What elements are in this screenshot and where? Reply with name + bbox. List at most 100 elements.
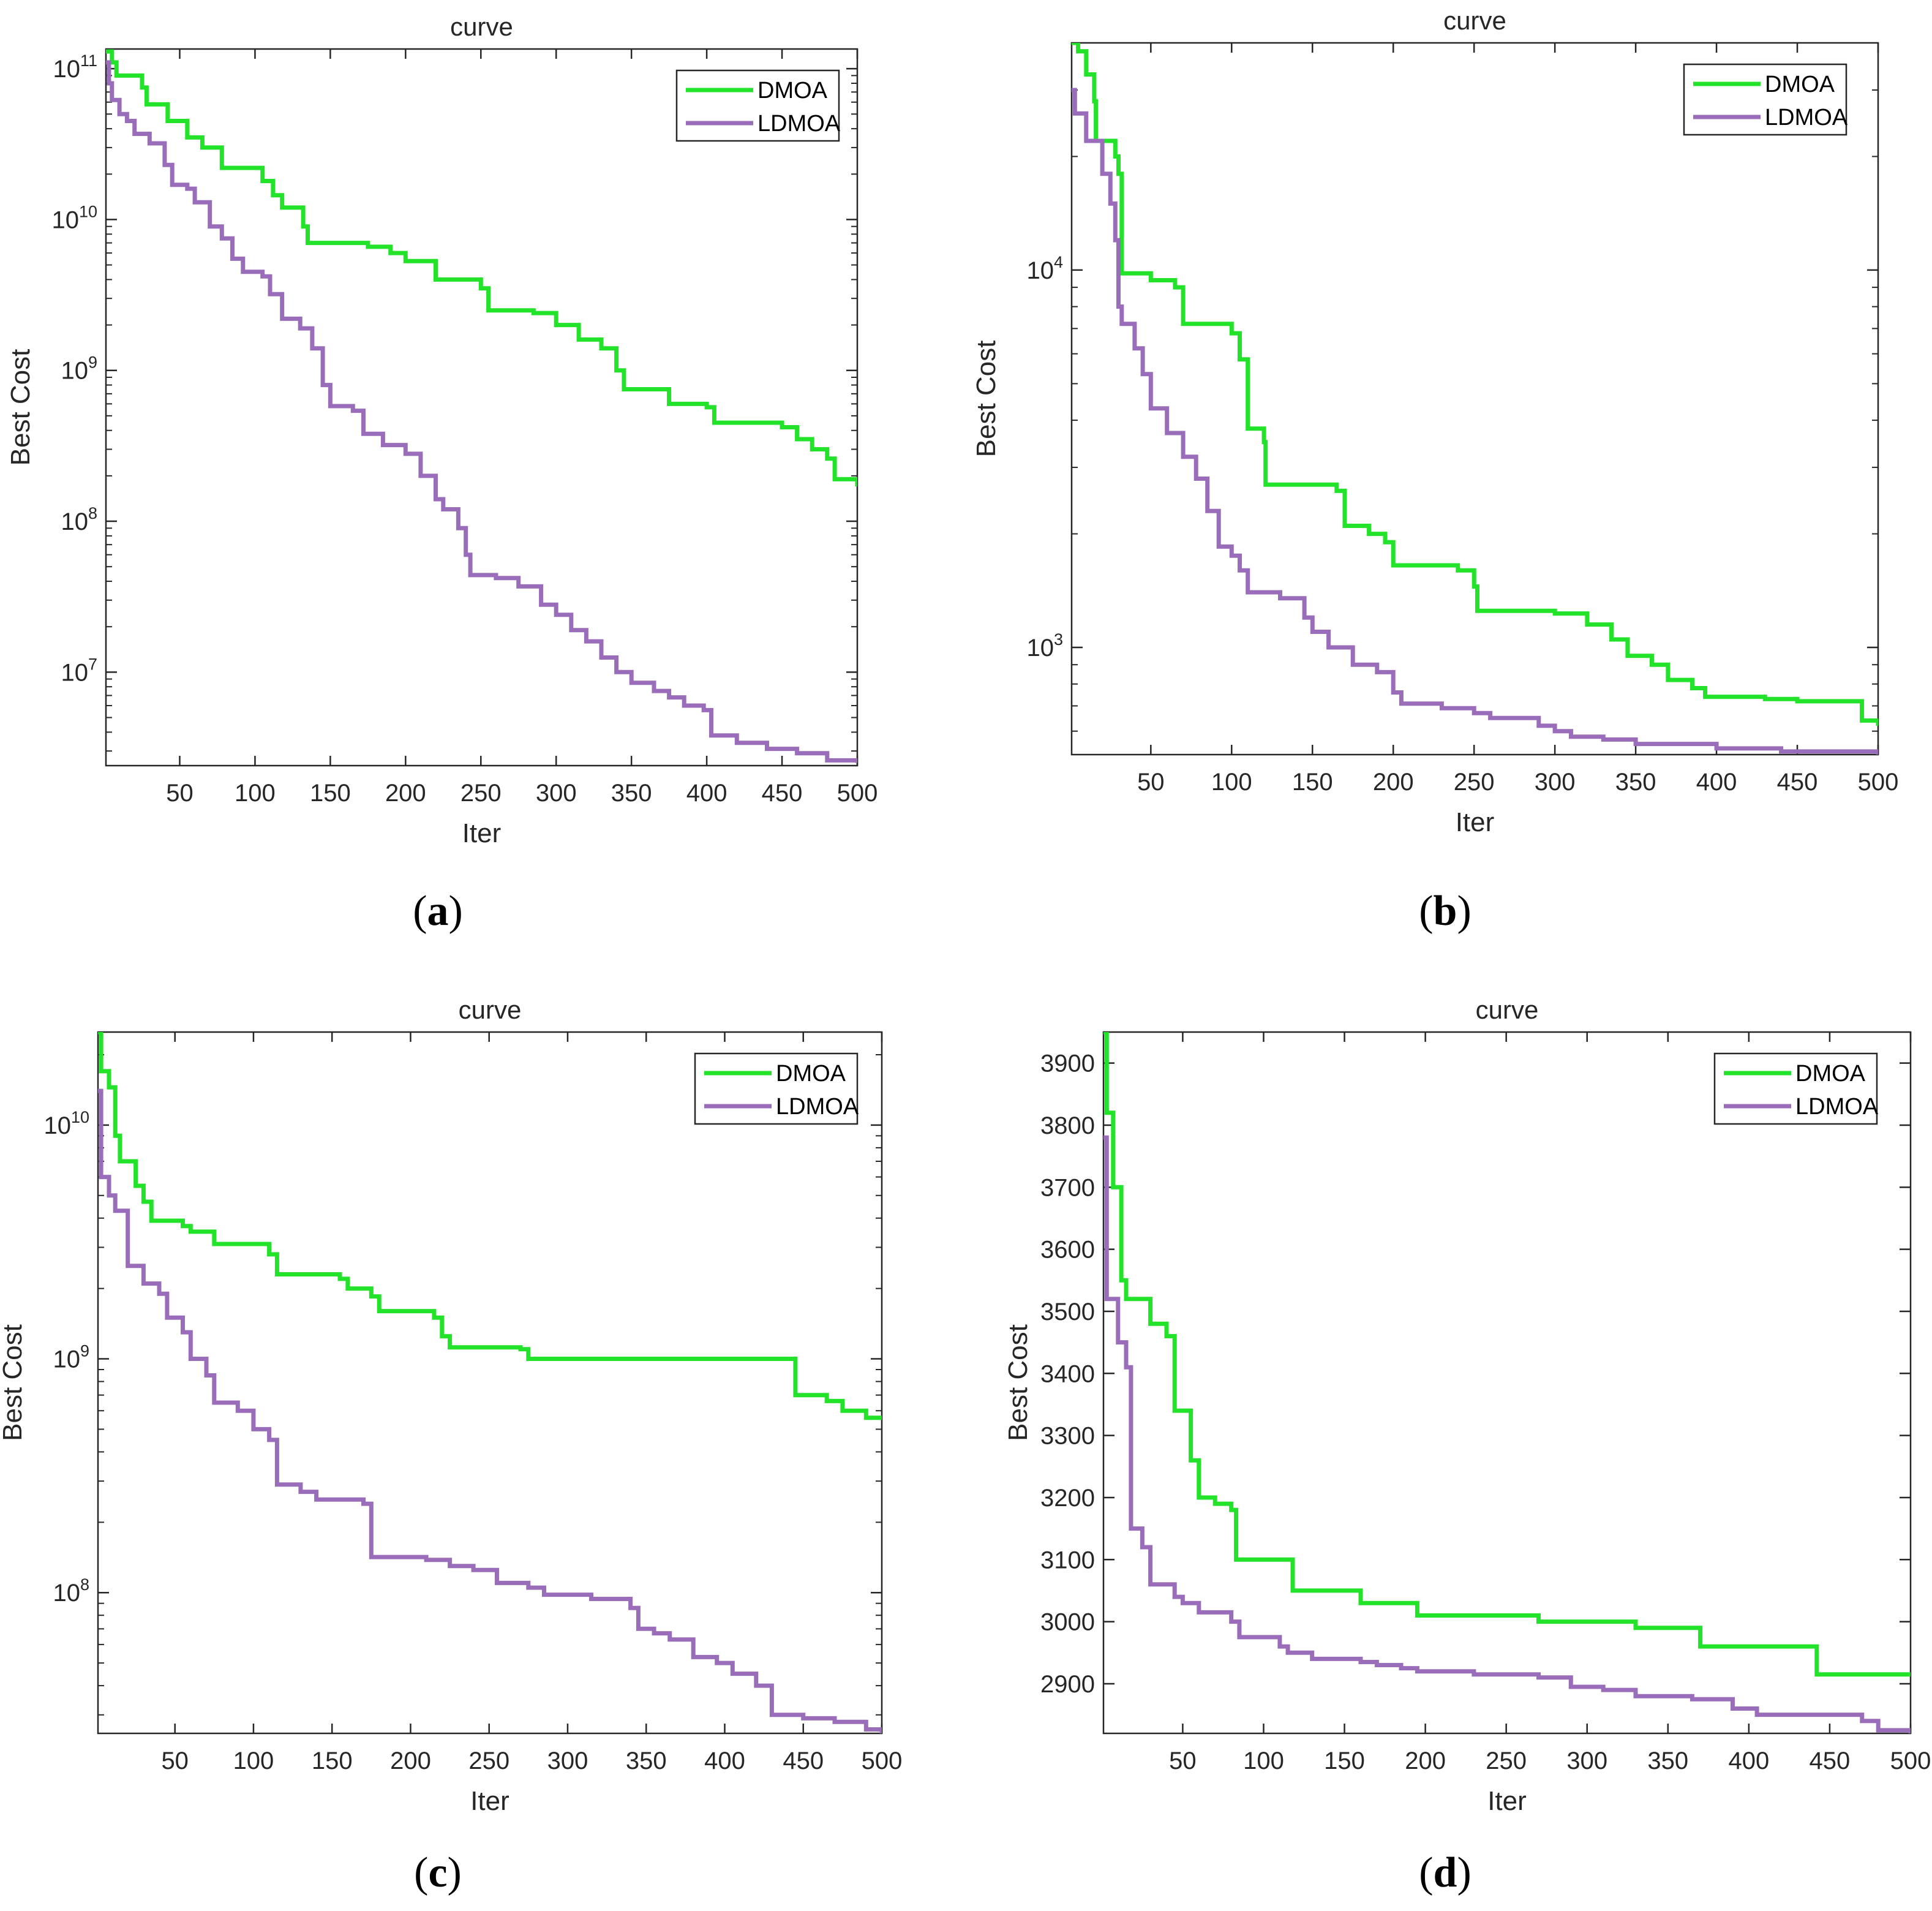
- x-tick-label: 250: [1486, 1747, 1527, 1774]
- y-tick-label: 3900: [1040, 1050, 1095, 1077]
- legend-label-ldmoa: LDMOA: [1795, 1094, 1879, 1120]
- series-line-dmoa: [1072, 43, 1878, 726]
- y-axis-label: Best Cost: [6, 349, 36, 466]
- legend-box: [1683, 63, 1847, 136]
- x-tick-label: 200: [385, 780, 426, 807]
- y-tick-label: 2900: [1040, 1671, 1095, 1698]
- y-tick-label: 3600: [1040, 1237, 1095, 1264]
- chart-title: curve: [1443, 6, 1506, 35]
- x-tick-label: 250: [460, 780, 502, 807]
- panel-caption: (a): [413, 888, 463, 935]
- x-tick-label: 350: [611, 780, 652, 807]
- x-tick-label: 500: [1890, 1747, 1931, 1774]
- y-tick-label: 109: [61, 353, 97, 385]
- series-line-ldmoa: [1103, 1135, 1911, 1733]
- plot-area: [1070, 42, 1879, 756]
- y-tick-label: 104: [1026, 253, 1063, 284]
- y-tick-label: 3000: [1040, 1609, 1095, 1636]
- x-tick-label: 50: [1169, 1747, 1197, 1774]
- y-tick-label: 108: [61, 504, 97, 535]
- panel-caption: (c): [414, 1849, 462, 1896]
- x-tick-label: 400: [686, 780, 727, 807]
- x-tick-label: 300: [536, 780, 577, 807]
- y-tick-label: 1010: [43, 1108, 89, 1139]
- x-tick-label: 100: [1243, 1747, 1284, 1774]
- y-tick-label: 103: [1026, 630, 1063, 662]
- x-tick-label: 350: [1615, 769, 1656, 796]
- x-tick-label: 150: [1324, 1747, 1365, 1774]
- legend-label-dmoa: DMOA: [1795, 1061, 1866, 1087]
- x-tick-label: 100: [235, 780, 276, 807]
- y-tick-label: 3800: [1040, 1112, 1095, 1139]
- x-tick-label: 200: [1405, 1747, 1446, 1774]
- legend-label-ldmoa: LDMOA: [1765, 105, 1848, 130]
- x-tick-label: 250: [468, 1747, 509, 1774]
- legend-box: [1713, 1052, 1878, 1125]
- legend: DMOA LDMOA: [694, 1052, 859, 1125]
- x-tick-label: 450: [1777, 769, 1818, 796]
- x-tick-label: 50: [161, 1747, 189, 1774]
- x-tick-label: 350: [1647, 1747, 1688, 1774]
- chart-title: curve: [1476, 995, 1539, 1024]
- x-tick-label: 200: [1373, 769, 1414, 796]
- x-tick-label: 400: [704, 1747, 745, 1774]
- x-axis-label: Iter: [1456, 807, 1495, 837]
- x-axis-label: Iter: [1487, 1786, 1527, 1816]
- plot-area: [105, 48, 859, 767]
- legend-label-dmoa: DMOA: [757, 78, 828, 104]
- legend-label-dmoa: DMOA: [776, 1061, 846, 1087]
- x-tick-label: 400: [1728, 1747, 1769, 1774]
- legend: DMOA LDMOA: [1683, 63, 1848, 136]
- series-line-dmoa: [106, 49, 857, 487]
- plot-area: [1102, 1031, 1912, 1735]
- x-tick-label: 400: [1696, 769, 1737, 796]
- y-tick-label: 3300: [1040, 1423, 1095, 1450]
- legend-label-ldmoa: LDMOA: [757, 111, 841, 137]
- series-line-ldmoa: [98, 1088, 882, 1733]
- y-axis-label: Best Cost: [0, 1324, 28, 1441]
- series-line-ldmoa: [1072, 88, 1878, 755]
- x-axis-label: Iter: [462, 818, 502, 848]
- x-tick-label: 450: [783, 1747, 824, 1774]
- x-tick-label: 200: [390, 1747, 431, 1774]
- x-axis-label: Iter: [470, 1786, 509, 1816]
- series-line-ldmoa: [106, 60, 857, 763]
- chart-panel-c: 50 100 150 200 250 300 350 400 450 500 108 109 1010 c…: [0, 995, 902, 1896]
- panel-caption: (b): [1419, 888, 1472, 935]
- legend: DMOA LDMOA: [675, 69, 841, 142]
- y-tick-label: 109: [53, 1342, 89, 1373]
- series-line-dmoa: [98, 1032, 882, 1420]
- x-tick-label: 300: [1535, 769, 1576, 796]
- y-tick-label: 3700: [1040, 1174, 1095, 1201]
- x-tick-label: 300: [547, 1747, 588, 1774]
- x-tick-label: 500: [837, 780, 878, 807]
- chart-panel-b: 50 100 150 200 250 300 350 400 450 500 103 104 curve…: [971, 6, 1898, 935]
- panel-caption: (d): [1419, 1849, 1472, 1896]
- chart-title: curve: [450, 12, 513, 41]
- chart-panel-d: 50 100 150 200 250 300 350 400 450 500 2900 3000 310…: [1003, 995, 1931, 1896]
- x-tick-label: 300: [1566, 1747, 1607, 1774]
- y-tick-label: 1011: [53, 51, 97, 83]
- y-axis-label: Best Cost: [1003, 1324, 1033, 1441]
- y-tick-label: 3400: [1040, 1360, 1095, 1387]
- x-tick-label: 500: [862, 1747, 903, 1774]
- legend-label-dmoa: DMOA: [1765, 72, 1835, 97]
- y-tick-label: 3100: [1040, 1547, 1095, 1574]
- x-tick-label: 450: [1810, 1747, 1851, 1774]
- y-axis-label: Best Cost: [971, 341, 1001, 458]
- x-tick-label: 50: [1137, 769, 1165, 796]
- legend: DMOA LDMOA: [1713, 1052, 1879, 1125]
- legend-label-ldmoa: LDMOA: [776, 1094, 859, 1120]
- chart-panel-a: 50 100 150 200 250 300 350 400 450 500 107 108 109 10…: [6, 12, 878, 935]
- y-tick-label: 3200: [1040, 1485, 1095, 1512]
- legend-box: [694, 1052, 859, 1125]
- plot-area: [97, 1031, 883, 1735]
- x-tick-label: 150: [1292, 769, 1333, 796]
- x-tick-label: 150: [312, 1747, 353, 1774]
- y-tick-label: 107: [61, 655, 97, 686]
- series-line-dmoa: [1103, 1032, 1911, 1677]
- y-tick-label: 108: [53, 1575, 89, 1607]
- x-tick-label: 350: [626, 1747, 667, 1774]
- x-tick-label: 250: [1454, 769, 1495, 796]
